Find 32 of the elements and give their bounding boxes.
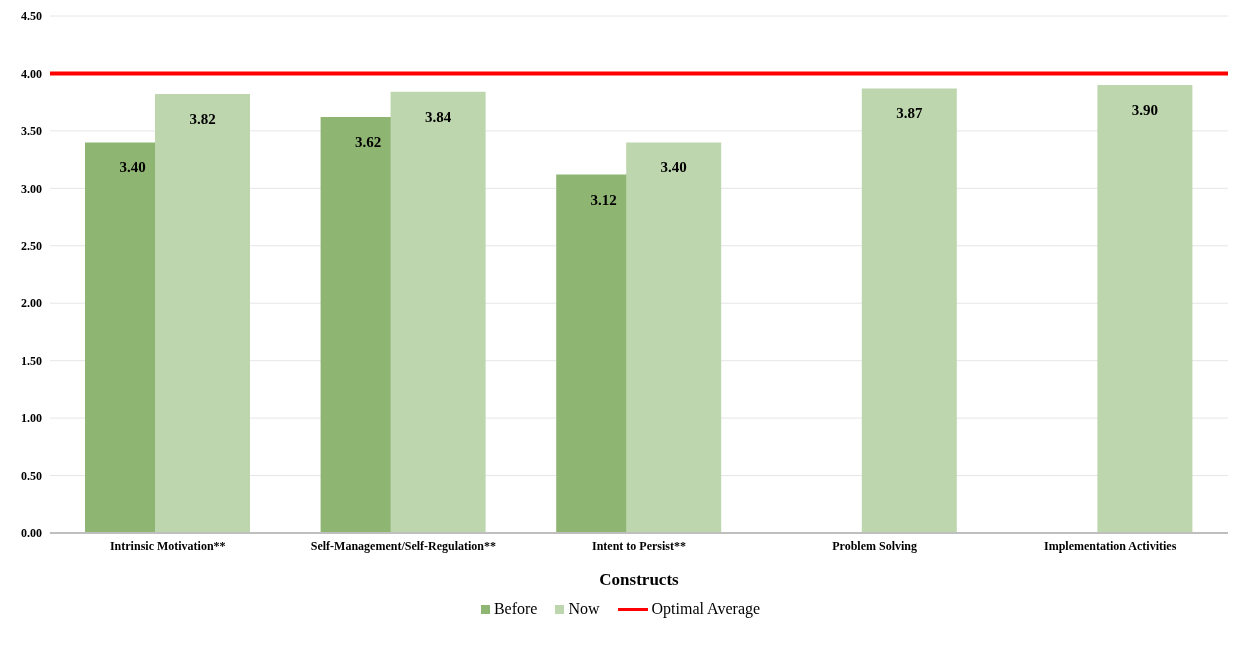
y-tick-label: 3.00: [21, 181, 42, 196]
legend-label: Before: [493, 600, 538, 618]
data-label: 3.84: [424, 108, 452, 125]
data-label: 3.40: [660, 159, 687, 176]
y-tick-label: 2.00: [21, 296, 42, 311]
legend-label: Now: [568, 600, 600, 618]
x-tick-label: Problem Solving: [832, 538, 917, 553]
x-tick-label: Intent to Persist**: [592, 538, 686, 553]
y-tick-label: 1.00: [21, 411, 42, 426]
bar: [861, 88, 957, 533]
data-label: 3.40: [119, 159, 146, 176]
y-tick-label: 2.50: [21, 239, 42, 254]
y-tick-label: 3.50: [21, 124, 42, 139]
data-label: 3.62: [354, 134, 382, 151]
y-tick-label: 1.50: [21, 353, 42, 368]
bar: [155, 94, 250, 533]
data-label: 3.87: [896, 105, 923, 122]
y-tick-label: 0.00: [21, 526, 42, 541]
bar: [1097, 84, 1193, 533]
x-axis-title: Constructs: [599, 570, 680, 589]
x-tick-label: Implementation Activities: [1044, 538, 1177, 553]
y-tick-label: 4.50: [21, 9, 42, 24]
data-label: 3.12: [590, 191, 617, 208]
bar: [390, 91, 486, 533]
y-tick-label: 4.00: [21, 66, 42, 81]
x-tick-label: Intrinsic Motivation**: [109, 538, 226, 553]
data-label: 3.90: [1131, 101, 1159, 118]
data-label: 3.82: [189, 111, 216, 128]
bar: [626, 142, 722, 533]
legend-label: Optimal Average: [651, 600, 761, 618]
y-tick-label: 0.50: [21, 468, 42, 483]
x-tick-label: Self-Management/Self-Regulation**: [310, 538, 497, 553]
